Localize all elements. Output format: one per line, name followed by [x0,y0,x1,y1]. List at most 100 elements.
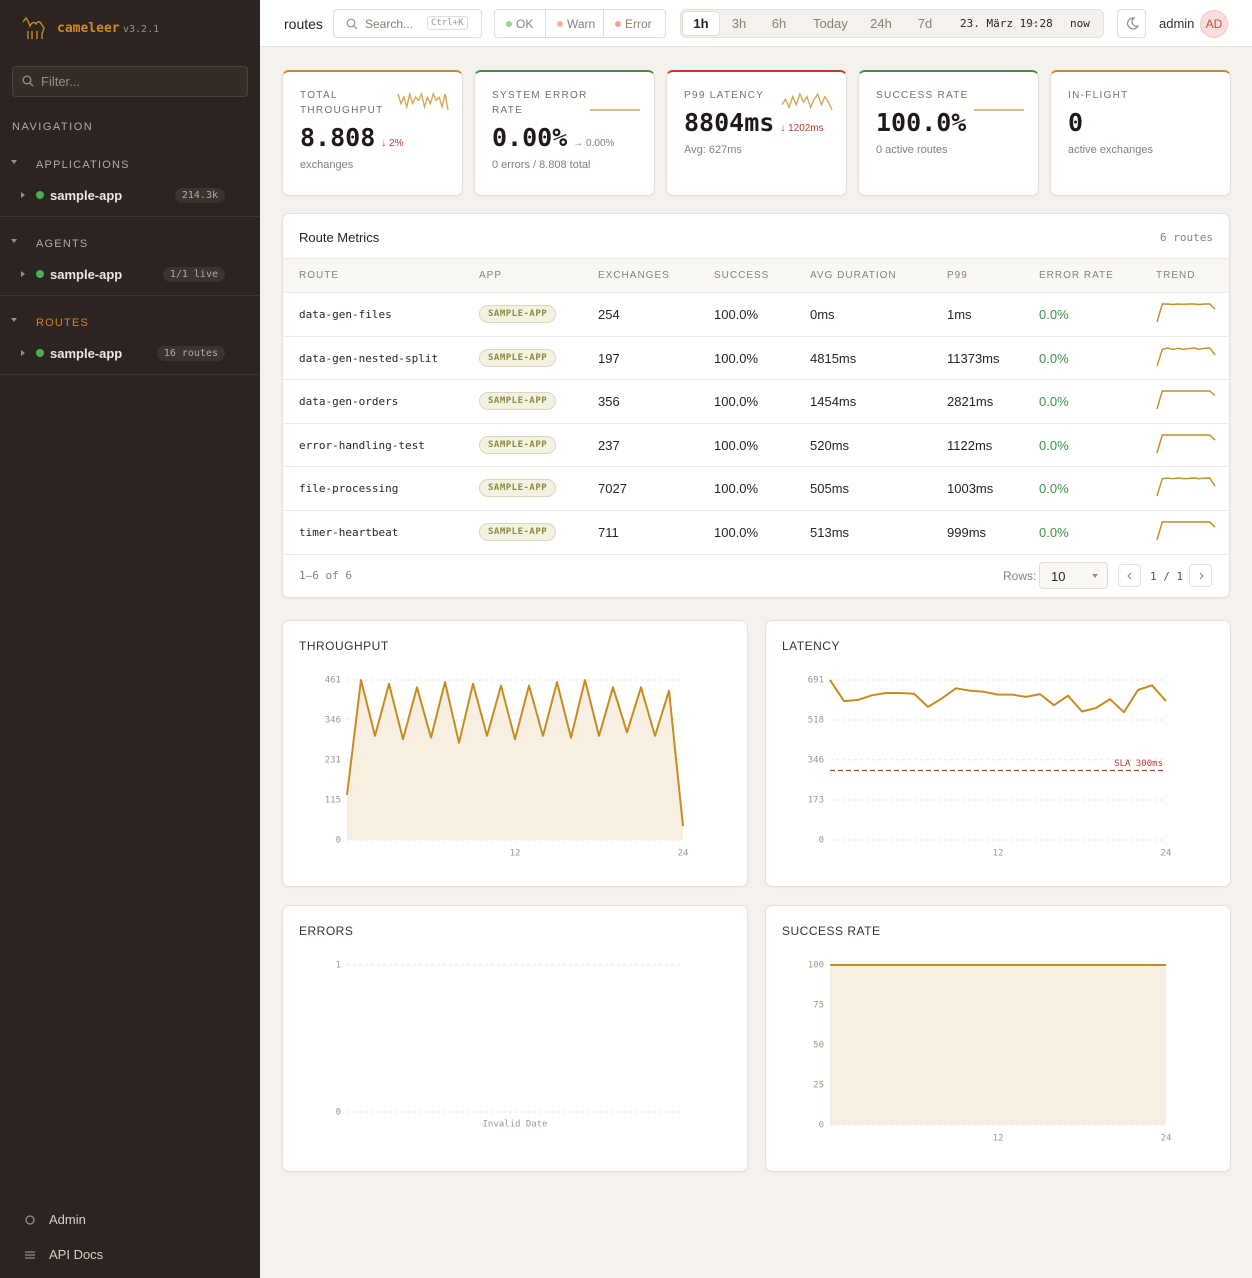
y-tick-label: 173 [808,795,824,805]
section-title[interactable]: APPLICATIONS [36,159,130,171]
time-range-button[interactable]: 7d [909,12,941,35]
icon [346,18,356,28]
column-header[interactable]: TREND [1156,270,1196,281]
avatar[interactable]: AD [1200,10,1228,38]
search-box[interactable]: Search... Ctrl+K [333,9,482,38]
footer-link[interactable]: Admin [49,1212,86,1227]
chevron [11,239,17,243]
cell: 0.0% [1039,481,1069,497]
status-filter[interactable]: Error [603,10,663,37]
time-range-button[interactable]: 1h [683,12,719,35]
column-header[interactable]: ROUTE [299,270,339,281]
filter-input[interactable]: Filter... [12,66,248,97]
kpi-card: SUCCESS RATE 100.0% 0 active routes [858,70,1039,196]
chevron-icon [1199,572,1204,580]
column-header[interactable]: AVG DURATION [810,270,897,281]
topbar: routes Search... Ctrl+K OK Warn Error 1h 3h 6h T… [260,0,1252,47]
column-header[interactable]: P99 [947,270,968,281]
chart-title: THROUGHPUT [299,639,389,653]
status-label: Error [625,17,652,31]
y-tick-label: 0 [819,1121,824,1131]
y-tick-label: 0 [819,836,824,846]
footer-icon [25,1251,35,1259]
moon-icon [1127,17,1139,30]
x-tick-label: 12 [510,849,521,859]
sparkline [397,92,449,111]
time-range-button[interactable]: Today [813,12,848,35]
sparkline-path [781,92,833,111]
time-range-button[interactable]: 24h [865,12,897,35]
chart-plot: 0 25 50 75 100 12 24 [808,961,1172,1144]
kpi-sub: 0 active routes [876,144,948,156]
cell: 197 [598,350,620,366]
page-button[interactable] [1189,564,1212,587]
column-header[interactable]: ERROR RATE [1039,270,1114,281]
chevron [11,318,17,322]
shortcut: Ctrl+K [427,16,468,30]
kpi-card: IN-FLIGHT 0 active exchanges [1050,70,1231,196]
time-range-button[interactable]: 3h [723,12,755,35]
chart-title: ERRORS [299,924,354,938]
status-label: OK [516,17,534,31]
sparkline [1156,346,1216,366]
footer-link[interactable]: API Docs [49,1247,104,1262]
nav-item[interactable]: sample-app [50,267,123,282]
table-row[interactable]: data-gen-nested-split SAMPLE-APP 197 100.0%… [283,337,1229,381]
page-size-select[interactable]: 10 [1039,562,1108,589]
sparkline [1156,434,1216,453]
sparkline [1156,477,1216,497]
pagination-range: 1–6 of 6 [299,569,352,582]
status-filter[interactable]: OK [495,10,545,37]
chart-plot: 0 173 346 518 691 12 24 SLA 300ms [808,676,1172,859]
app-badge: SAMPLE-APP [479,348,557,367]
column-header[interactable]: APP [479,270,503,281]
cell: 356 [598,394,620,410]
cell: 520ms [810,437,850,453]
table-row[interactable]: timer-heartbeat SAMPLE-APP 711 100.0% 513ms 9… [283,511,1229,555]
table-header: ROUTE APP EXCHANGES SUCCESS AVG DURATION P99 E… [283,258,1229,293]
nav-item[interactable]: sample-app [50,188,123,203]
cell: 711 [598,525,619,540]
time-range-label: 3h [731,16,747,31]
cell: 505ms [810,481,850,497]
page-button[interactable] [1118,564,1141,587]
column-header[interactable]: SUCCESS [714,270,770,281]
cell: 100.0% [714,525,759,540]
user-name[interactable]: admin [1159,16,1195,31]
logo-shape [22,16,45,39]
icon [1199,572,1204,580]
sparkline [1156,303,1216,323]
status-filter[interactable]: Warn [545,10,603,37]
rows-label: Rows: [1003,569,1037,583]
theme-toggle[interactable] [1117,9,1146,38]
date-to[interactable]: now [1070,17,1090,30]
y-tick-label: 691 [808,676,824,686]
logo-icon [22,16,45,39]
table-row[interactable]: file-processing SAMPLE-APP 7027 100.0% 505ms… [283,467,1229,511]
table-row[interactable]: error-handling-test SAMPLE-APP 237 100.0% 52… [283,424,1229,468]
cell: 100.0% [714,437,759,453]
table-row[interactable]: data-gen-orders SAMPLE-APP 356 100.0% 1454ms… [283,380,1229,424]
kpi-value: 100.0% [876,108,967,137]
cell: 254 [598,307,620,322]
section-title[interactable]: AGENTS [36,238,89,250]
date-from[interactable]: 23. März 19:28 [960,17,1053,30]
time-range-button[interactable]: 6h [763,12,795,35]
section-title[interactable]: ROUTES [36,317,90,329]
cell: 1122ms [947,437,993,453]
kpi-value-row: 8.808 ↓ 2% [300,123,445,152]
threshold-label: SLA 300ms [1114,759,1163,769]
sparkline-path [1156,521,1216,541]
column-header[interactable]: EXCHANGES [598,270,670,281]
nav-item[interactable]: sample-app [50,346,123,361]
route-name: data-gen-orders [299,395,399,409]
cell: 513ms [810,525,850,540]
y-tick-label: 100 [808,961,824,971]
kpi-value-row: 8804ms ↓ 1202ms [684,108,829,137]
kpi-value: 0.00% [492,123,568,152]
kpi-value-row: 0 [1068,108,1213,137]
table-row[interactable]: data-gen-files SAMPLE-APP 254 100.0% 0ms 1ms 0… [283,293,1229,337]
cell: 0.0% [1039,394,1069,410]
y-tick-label: 75 [813,1001,824,1011]
sparkline-path [1156,346,1216,366]
